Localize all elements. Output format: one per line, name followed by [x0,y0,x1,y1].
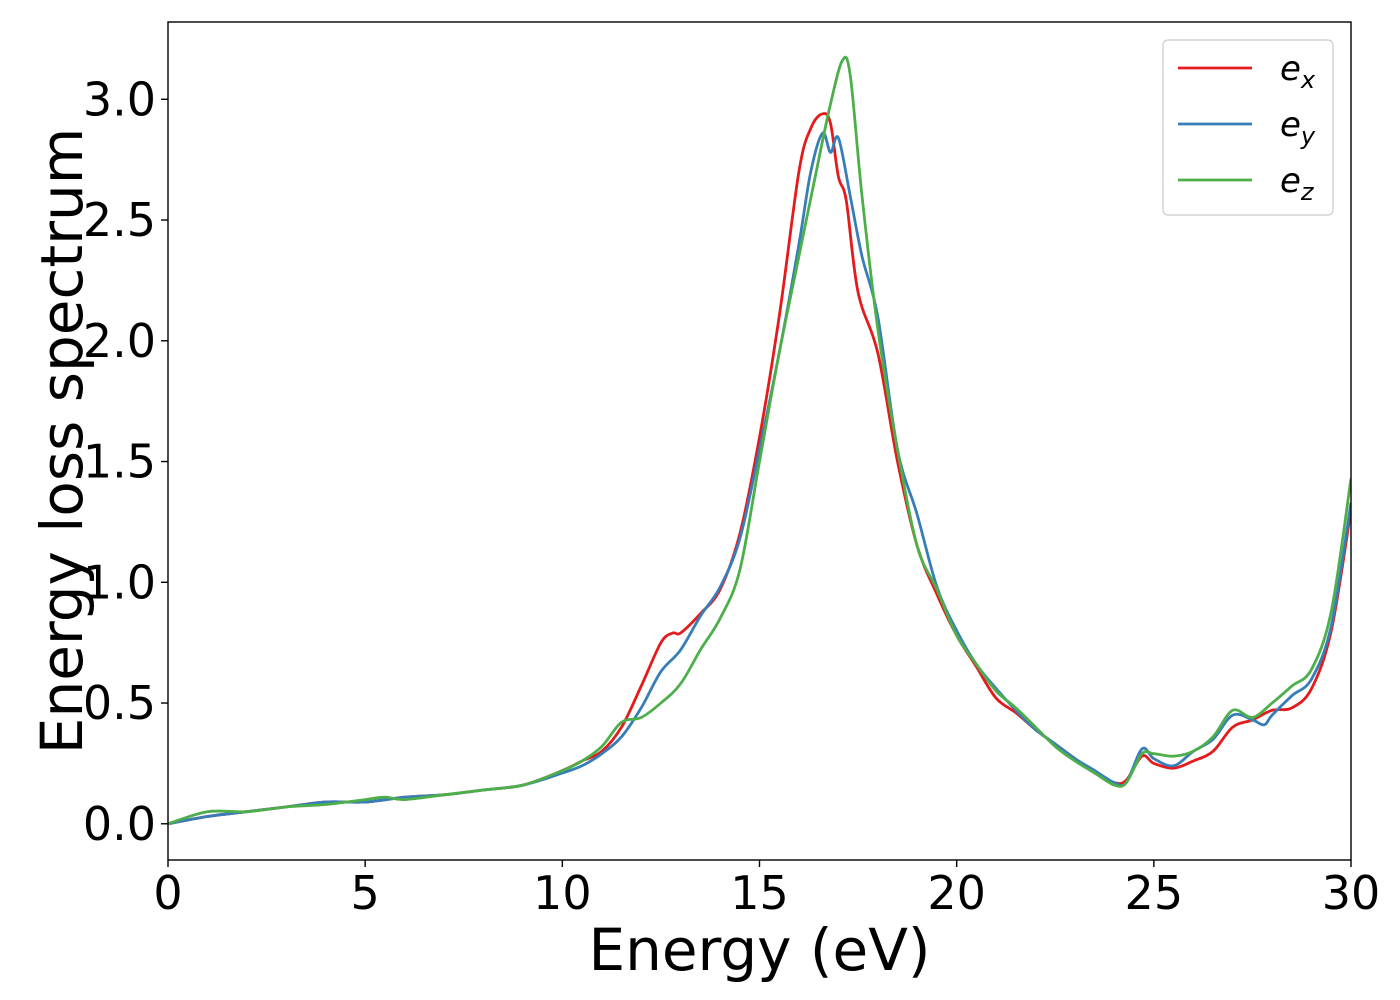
x-tick-label: 15 [730,866,789,920]
series-line-ez [168,55,1351,826]
legend-label-subscript: y [1300,122,1316,150]
y-tick-label: 3.0 [83,72,156,126]
legend-label-base: e [1280,105,1301,145]
legend-label: ex [1280,49,1316,94]
legend-label: ey [1280,105,1316,150]
x-tick-label: 0 [153,866,182,920]
y-tick-label: 2.0 [83,314,156,368]
x-tick-label: 20 [927,866,986,920]
x-tick-label: 10 [533,866,592,920]
x-axis-label: Energy (eV) [588,916,930,984]
legend-box [1162,39,1334,216]
legend-label: ez [1280,161,1315,206]
y-axis-label: Energy loss spectrum [28,128,96,754]
x-tick-label: 5 [351,866,380,920]
y-tick-label: 1.5 [83,435,156,489]
legend-label-base: e [1280,161,1301,201]
x-tick-label: 30 [1322,866,1381,920]
y-tick-label: 2.5 [83,193,156,247]
x-axis: 0 5 10 15 20 25 30 [153,860,1380,920]
series-lines [168,55,1351,826]
x-tick-label: 25 [1125,866,1184,920]
y-tick-label: 0.0 [83,797,156,851]
y-tick-label: 1.0 [83,555,156,609]
legend-label-subscript: x [1300,66,1316,94]
series-line-ey [168,131,1351,826]
legend-label-base: e [1280,49,1301,89]
y-tick-label: 0.5 [83,676,156,730]
y-axis: 0.0 0.5 1.0 1.5 2.0 2.5 3.0 [83,72,168,851]
legend-label-subscript: z [1300,178,1315,206]
